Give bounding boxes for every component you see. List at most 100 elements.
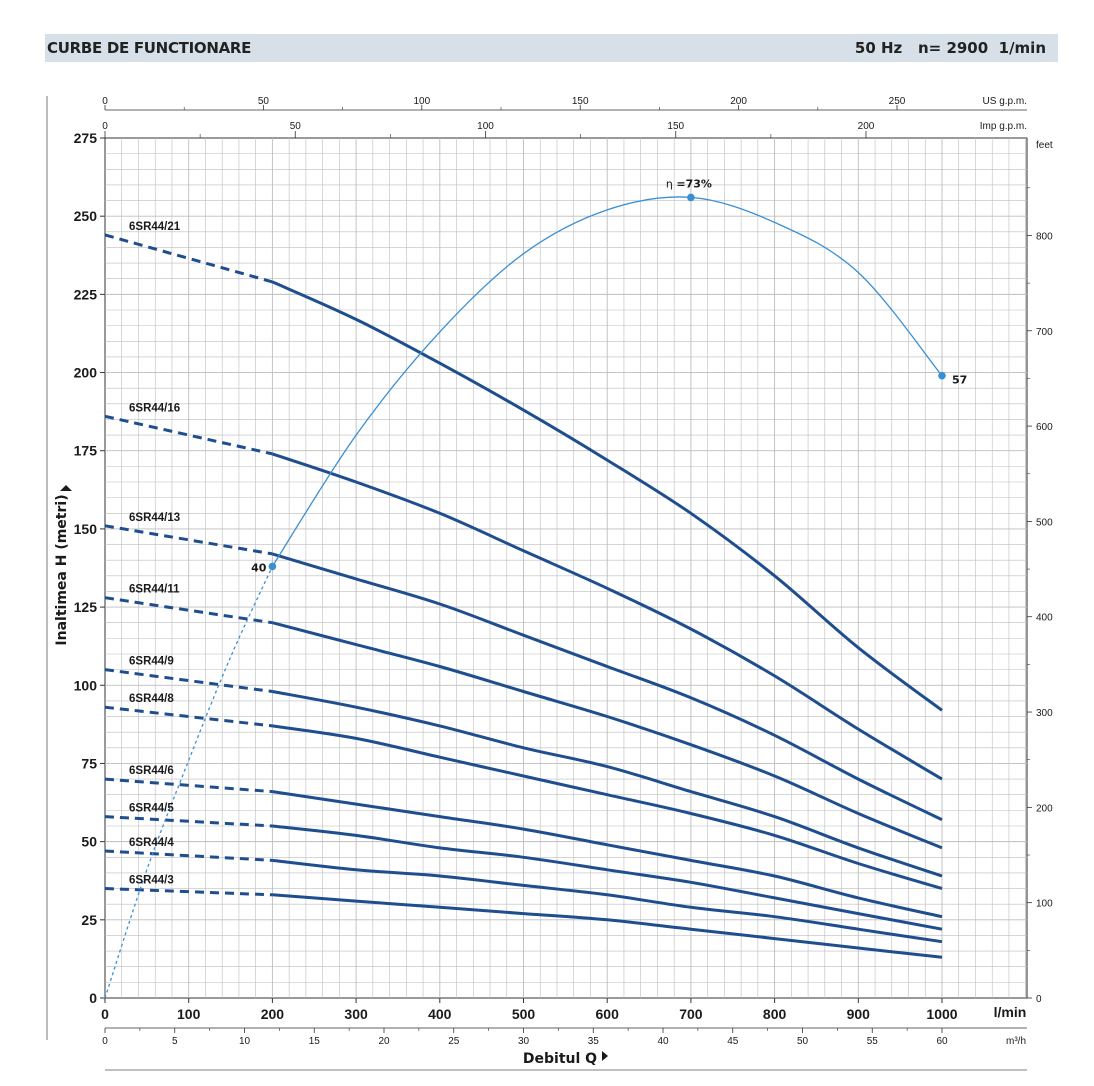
curve-label-6SR44/9: 6SR44/9: [129, 656, 174, 668]
m3h-unit-label: m³/h: [1006, 1036, 1026, 1047]
page-title: CURBE DE FUNCTIONARE: [47, 39, 252, 57]
us-gpm-tick-label: 250: [889, 96, 906, 107]
x-unit-label: l/min: [994, 1004, 1027, 1020]
curve-dashed-6SR44/3: [104, 887, 273, 897]
pump-curves: [104, 233, 943, 959]
y-tick-label: 250: [74, 208, 98, 224]
x-tick-label: 100: [177, 1006, 201, 1022]
chart-grid: [104, 137, 1028, 999]
y-tick-label: 125: [74, 599, 98, 615]
m3h-tick-label: 55: [867, 1036, 879, 1047]
x-tick-label: 500: [512, 1006, 536, 1022]
curve-solid-6SR44/5: [272, 824, 943, 931]
feet-tick-label: 700: [1036, 327, 1053, 338]
curve-dashed-6SR44/5: [104, 815, 273, 828]
y-tick-label: 75: [81, 755, 97, 771]
curve-label-6SR44/13: 6SR44/13: [129, 512, 180, 524]
plot-area: [104, 137, 1028, 999]
efficiency-point: [268, 562, 277, 571]
m3h-tick-label: 60: [936, 1036, 948, 1047]
feet-tick-label: 400: [1036, 613, 1053, 624]
imp-gpm-tick-label: 0: [102, 121, 108, 132]
y-tick-label: 225: [74, 286, 98, 302]
m3h-tick-label: 25: [448, 1036, 460, 1047]
curve-label-6SR44/3: 6SR44/3: [129, 875, 174, 887]
x-tick-label: 0: [101, 1006, 109, 1022]
curve-dashed-6SR44/4: [104, 849, 273, 862]
m3h-tick-label: 15: [309, 1036, 321, 1047]
y-tick-label: 100: [74, 677, 98, 693]
curve-label-6SR44/5: 6SR44/5: [129, 803, 174, 815]
curve-solid-6SR44/11: [272, 621, 943, 850]
x-tick-label: 800: [763, 1006, 787, 1022]
curve-dashed-6SR44/16: [104, 414, 273, 456]
efficiency-solid: [271, 196, 943, 567]
y-axis-arrow: [60, 485, 72, 491]
efficiency-point: [687, 193, 695, 202]
y-tick-label: 50: [81, 834, 97, 850]
us-gpm-tick-label: 200: [730, 96, 747, 107]
curve-label-6SR44/4: 6SR44/4: [129, 837, 174, 849]
m3h-tick-label: 5: [172, 1036, 178, 1047]
y-tick-label: 275: [74, 130, 98, 146]
curve-solid-6SR44/6: [272, 790, 943, 919]
imp-gpm-tick-label: 100: [477, 121, 494, 132]
feet-tick-label: 200: [1036, 803, 1053, 814]
curve-solid-6SR44/4: [272, 858, 943, 944]
curve-dashed-6SR44/8: [104, 705, 273, 728]
y-tick-label: 150: [74, 521, 98, 537]
x-axis-arrow: [602, 1051, 608, 1061]
m3h-tick-label: 50: [797, 1036, 809, 1047]
feet-tick-label: 0: [1036, 994, 1042, 1005]
us-gpm-tick-label: 150: [572, 96, 589, 107]
feet-tick-label: 800: [1036, 231, 1053, 242]
imp-gpm-unit-label: Imp g.p.m.: [980, 121, 1027, 132]
m3h-tick-label: 45: [727, 1036, 739, 1047]
curve-solid-6SR44/16: [271, 452, 943, 781]
curve-dashed-6SR44/11: [104, 596, 273, 625]
m3h-tick-label: 30: [518, 1036, 530, 1047]
curve-dashed-6SR44/13: [104, 524, 273, 556]
us-gpm-tick-label: 100: [413, 96, 430, 107]
feet-unit-label: feet: [1036, 140, 1053, 151]
us-gpm-tick-label: 0: [102, 96, 108, 107]
m3h-tick-label: 10: [239, 1036, 251, 1047]
speed-label: n= 2900 1/min: [917, 39, 1046, 57]
feet-tick-label: 500: [1036, 517, 1053, 528]
us-gpm-tick-label: 50: [258, 96, 270, 107]
efficiency-label-max: η =73%: [666, 177, 712, 190]
curve-label-6SR44/11: 6SR44/11: [129, 584, 180, 596]
y-tick-label: 0: [89, 990, 97, 1006]
curve-label-6SR44/6: 6SR44/6: [129, 765, 174, 777]
imp-gpm-tick-label: 50: [290, 121, 302, 132]
m3h-tick-label: 35: [588, 1036, 600, 1047]
imp-gpm-tick-label: 200: [858, 121, 875, 132]
x-tick-label: 1000: [926, 1006, 957, 1022]
x-tick-label: 200: [261, 1006, 285, 1022]
m3h-tick-label: 40: [657, 1036, 669, 1047]
curve-solid-6SR44/8: [272, 724, 943, 890]
x-tick-label: 400: [428, 1006, 452, 1022]
m3h-tick-label: 20: [378, 1036, 390, 1047]
curve-label-6SR44/16: 6SR44/16: [129, 402, 180, 414]
efficiency-curve: [104, 193, 946, 999]
feet-tick-label: 100: [1036, 899, 1053, 910]
y-tick-label: 175: [74, 443, 98, 459]
efficiency-label-40: 40: [251, 561, 267, 574]
efficiency-label-57: 57: [952, 374, 967, 387]
x-tick-label: 700: [679, 1006, 703, 1022]
header-specs: 50 Hz n= 2900 1/min: [855, 39, 1046, 57]
x-tick-label: 900: [847, 1006, 871, 1022]
frequency-label: 50 Hz: [854, 39, 903, 57]
chart-labels: 6SR44/21 6SR44/16 6SR44/13 6SR44/11 6SR44/9 6…: [129, 177, 967, 886]
m3h-tick-label: 0: [102, 1036, 108, 1047]
feet-tick-label: 600: [1036, 422, 1053, 433]
curve-solid-6SR44/3: [272, 893, 943, 959]
curve-solid-6SR44/9: [272, 690, 943, 878]
feet-tick-label: 300: [1036, 708, 1053, 719]
curve-solid-6SR44/21: [271, 280, 943, 712]
curve-label-6SR44/21: 6SR44/21: [129, 221, 181, 233]
x-tick-label: 300: [344, 1006, 368, 1022]
